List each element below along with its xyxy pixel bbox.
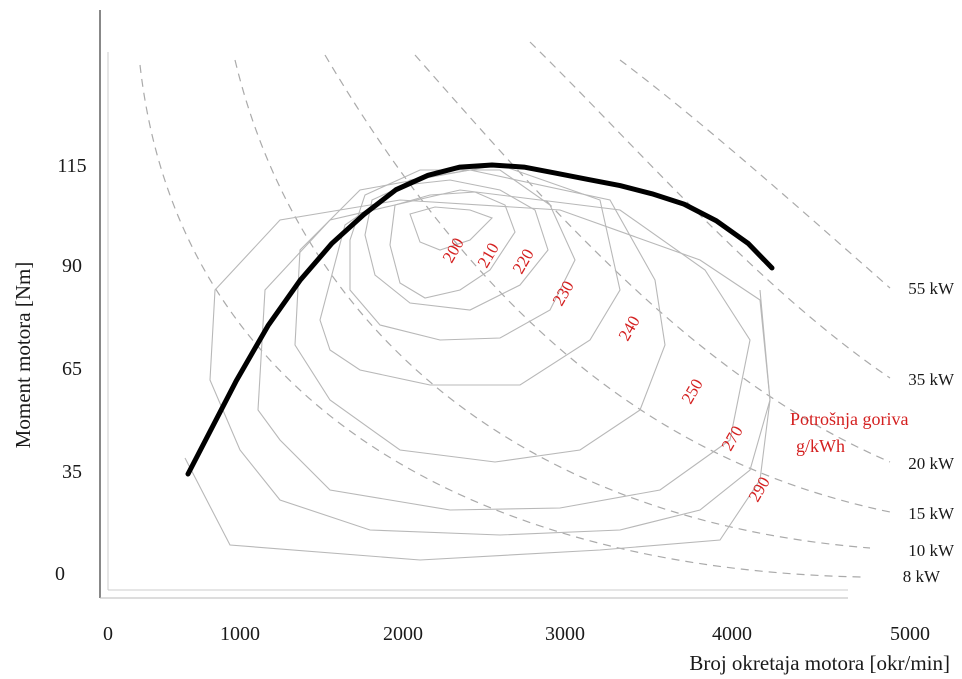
power-line-label: 55 kW (908, 279, 955, 298)
fuel-contour-label: 270 (718, 422, 747, 454)
fuel-contour (257, 189, 751, 511)
fuel-contour (184, 289, 771, 561)
power-line-label: 15 kW (908, 504, 955, 523)
y-tick-label: 90 (62, 255, 82, 277)
power-line-label: 10 kW (908, 541, 955, 560)
power-line-label: 8 kW (903, 567, 941, 586)
fuel-contour (389, 191, 516, 299)
x-axis-label: Broj okretaja motora [okr/min] (689, 651, 950, 675)
power-line (529, 41, 891, 379)
fuel-contour-label: 220 (509, 245, 538, 277)
fuel-contour (349, 169, 576, 341)
fuel-consumption-unit: g/kWh (796, 436, 845, 456)
fuel-contour-label: 200 (439, 234, 468, 266)
y-tick-label: 0 (55, 563, 65, 585)
fuel-contour (294, 169, 666, 463)
fuel-contour-label: 250 (678, 375, 707, 407)
x-tick-label: 2000 (383, 623, 423, 645)
power-line (139, 64, 863, 578)
fuel-contour-label: 210 (474, 239, 503, 271)
axes (99, 10, 848, 599)
fuel-consumption-title: Potrošnja goriva (790, 409, 909, 429)
power-line (324, 54, 891, 513)
power-line (619, 59, 891, 289)
power-line-label: 35 kW (908, 370, 955, 389)
power-line (234, 59, 871, 549)
power-line-labels: 55 kW 35 kW 20 kW 15 kW 10 kW 8 kW (903, 279, 955, 586)
fuel-contour (364, 179, 549, 311)
x-tick-label: 5000 (890, 623, 930, 645)
y-tick-label: 65 (62, 358, 82, 380)
fuel-contour (319, 164, 621, 386)
tick-labels: 0 1000 2000 3000 4000 5000 0 35 65 90 11… (55, 155, 930, 645)
y-tick-label: 115 (57, 155, 86, 177)
torque-curve-line (185, 162, 775, 477)
fuel-contours (184, 164, 771, 561)
power-line (414, 54, 891, 463)
x-tick-label: 3000 (545, 623, 585, 645)
x-tick-label: 4000 (712, 623, 752, 645)
x-tick-label: 1000 (220, 623, 260, 645)
fuel-contour (409, 206, 493, 251)
fuel-contour-label: 290 (745, 473, 774, 505)
fuel-contour-label: 240 (615, 312, 644, 344)
torque-curve-group (185, 162, 775, 477)
y-tick-label: 35 (62, 461, 82, 483)
x-tick-label: 0 (103, 623, 113, 645)
power-line-label: 20 kW (908, 454, 955, 473)
power-lines (139, 41, 891, 578)
fuel-contour (209, 199, 771, 536)
y-axis-label: Moment motora [Nm] (11, 262, 35, 449)
